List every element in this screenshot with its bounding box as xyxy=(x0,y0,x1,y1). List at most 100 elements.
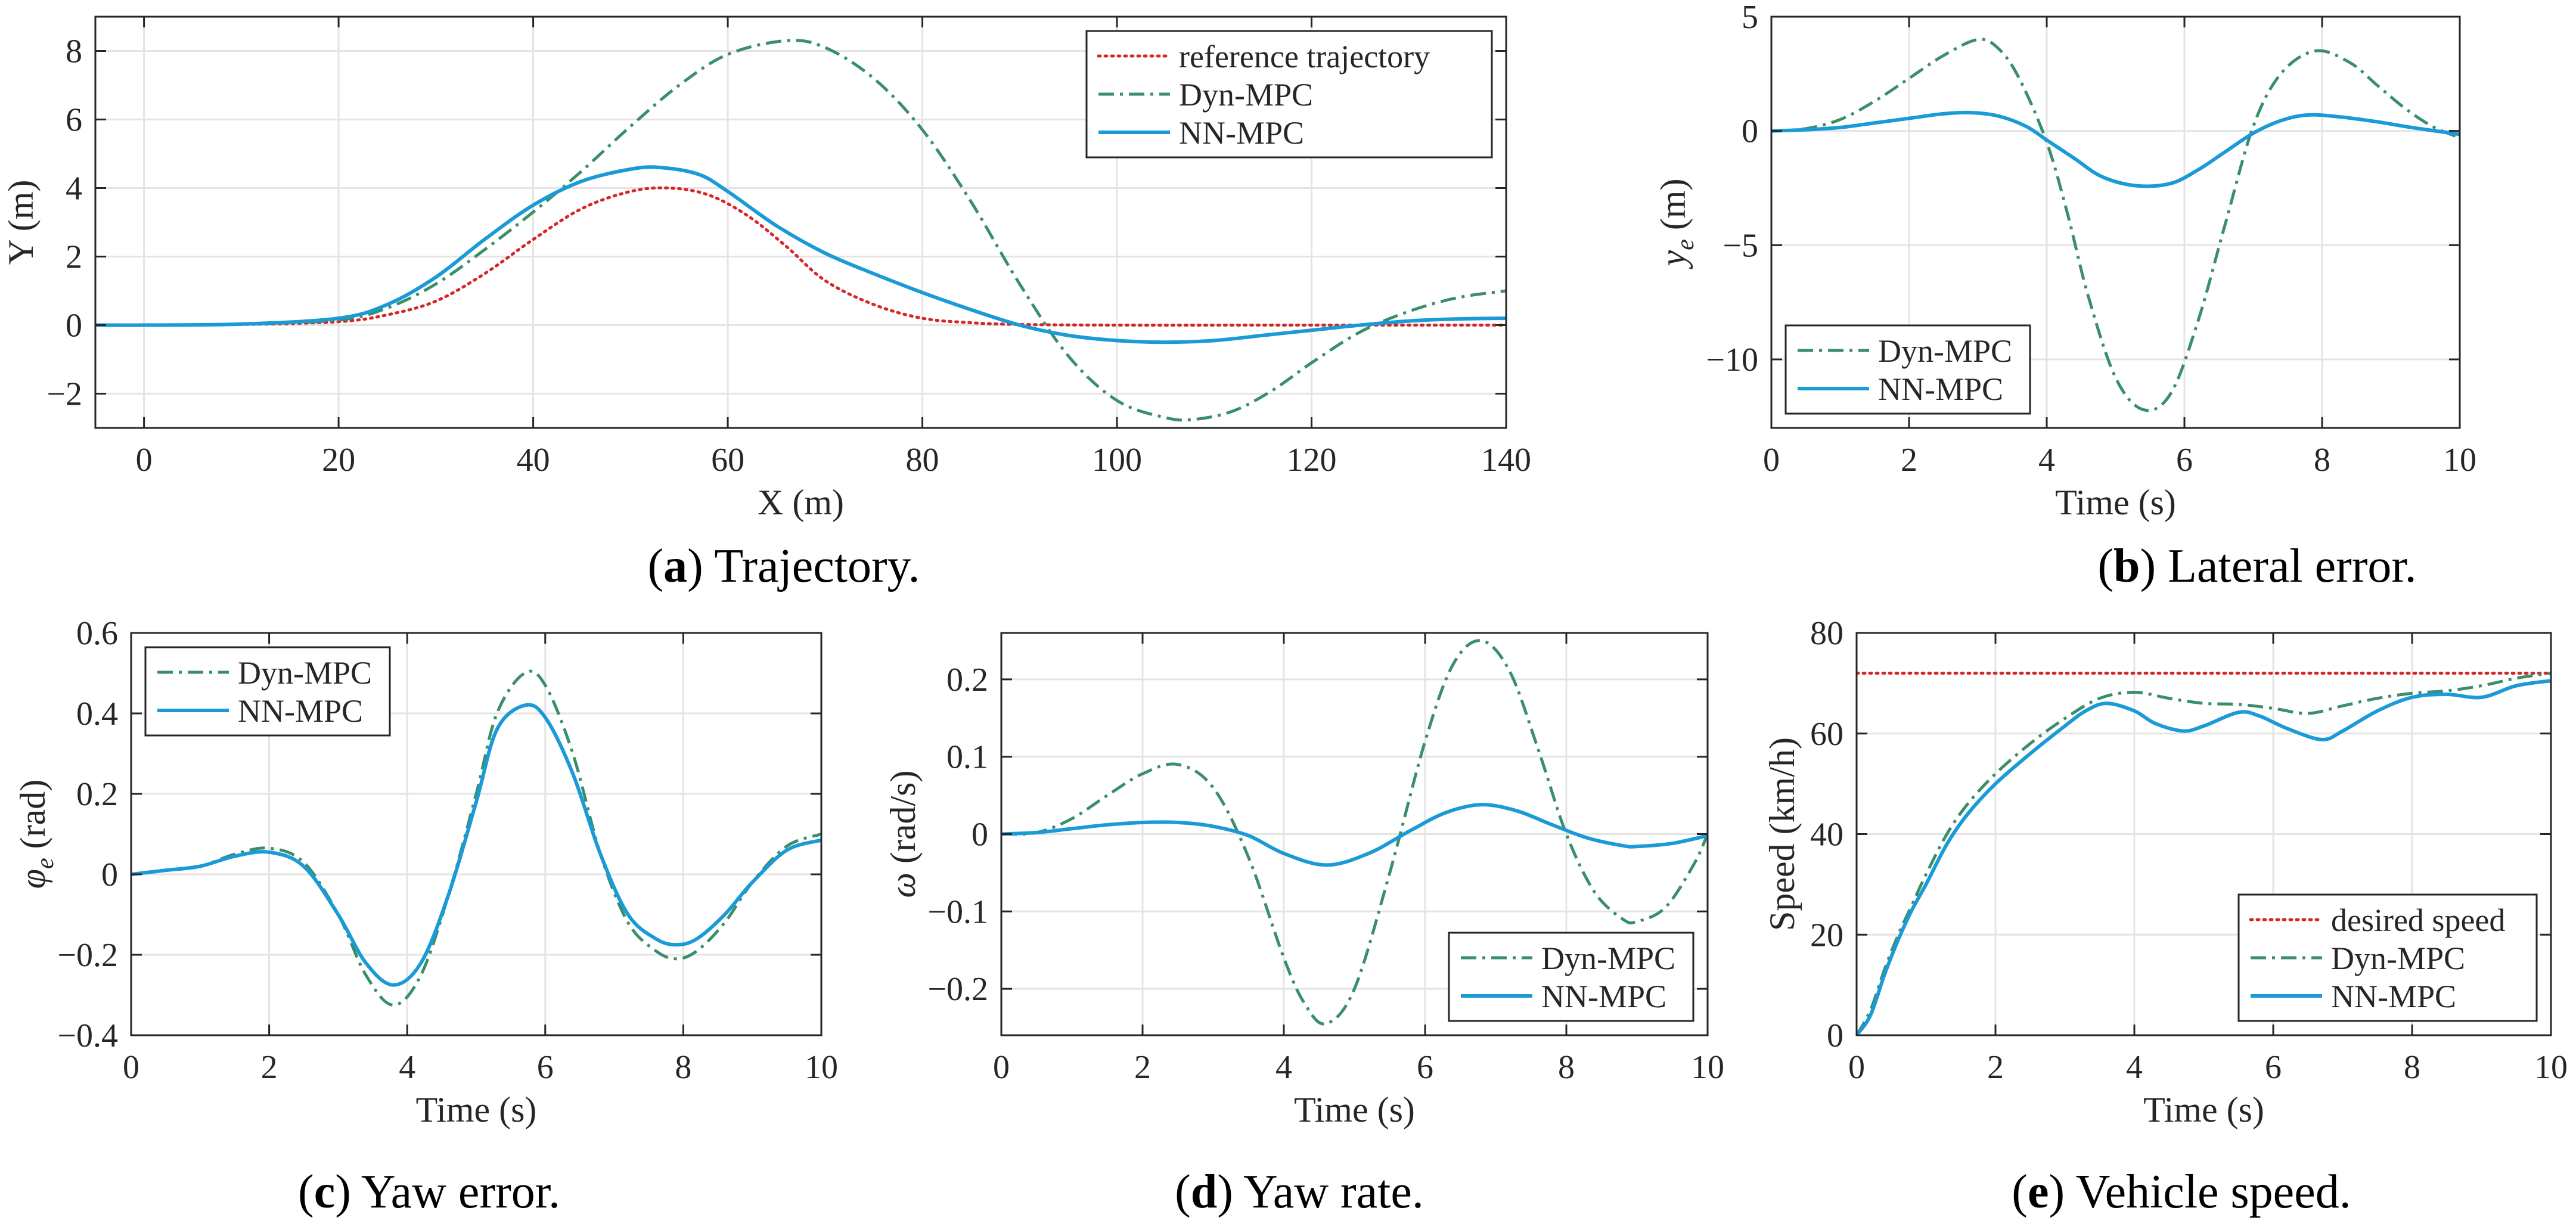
series-group xyxy=(1771,38,2460,412)
y-axis-label: φe (rad) xyxy=(13,780,59,889)
y-tick-label: 0.4 xyxy=(76,696,118,732)
x-tick-label: 4 xyxy=(2038,442,2055,479)
x-tick-label: 0 xyxy=(993,1049,1010,1086)
legend-label: NN-MPC xyxy=(1541,979,1666,1014)
series-line-dyn-mpc xyxy=(1771,38,2460,412)
legend-label: reference trajectory xyxy=(1179,39,1430,74)
x-tick-label: 100 xyxy=(1092,442,1142,479)
y-tick-label: 5 xyxy=(1742,0,1758,36)
plot-frame xyxy=(1770,15,2461,429)
y-tick-label: 0.1 xyxy=(946,739,988,776)
x-tick-label: 10 xyxy=(2443,442,2476,479)
x-tick-label: 80 xyxy=(906,442,939,479)
x-axis-label: X (m) xyxy=(758,483,844,522)
series-line-nn-mpc xyxy=(1001,803,1708,867)
legend-label: Dyn-MPC xyxy=(238,655,372,691)
series-line-nn-mpc xyxy=(131,703,821,987)
x-tick-label: 2 xyxy=(1901,442,1917,479)
caption-e: (e) Vehicle speed. xyxy=(2012,1166,2351,1218)
chart-a: 0 20 40 60 80 100 120 140 −2 0 2 4 6 8 X (m) Y (m) refer… xyxy=(1,15,1531,522)
x-axis-label: Time (s) xyxy=(2143,1090,2264,1129)
series-line-dyn-mpc xyxy=(131,669,821,1007)
y-tick-label: 60 xyxy=(1810,716,1843,753)
x-axis-label: Time (s) xyxy=(1294,1090,1415,1129)
legend-label: Dyn-MPC xyxy=(1878,333,2012,369)
x-tick-label: 8 xyxy=(2314,442,2330,479)
legend-label: Dyn-MPC xyxy=(1179,77,1313,113)
x-axis-label: Time (s) xyxy=(2055,483,2176,522)
y-tick-label: −0.2 xyxy=(57,937,118,974)
x-tick-label: 10 xyxy=(805,1049,838,1086)
x-tick-label: 20 xyxy=(322,442,355,479)
x-tick-label: 8 xyxy=(2404,1049,2420,1086)
caption-a: (a) Trajectory. xyxy=(647,540,920,592)
y-tick-label: −0.2 xyxy=(927,971,988,1008)
x-tick-label: 4 xyxy=(1275,1049,1292,1086)
y-tick-label: 4 xyxy=(66,170,82,207)
y-axis-label: Y (m) xyxy=(1,180,41,265)
y-tick-label: 0 xyxy=(101,856,118,893)
x-axis-label: Time (s) xyxy=(416,1090,537,1129)
x-tick-label: 60 xyxy=(711,442,744,479)
x-tick-label: 6 xyxy=(2176,442,2193,479)
y-tick-label: 40 xyxy=(1810,817,1843,853)
x-tick-label: 0 xyxy=(1763,442,1780,479)
series-line-reference-trajectory xyxy=(95,186,1506,327)
y-tick-label: −10 xyxy=(1706,342,1758,378)
x-tick-label: 10 xyxy=(2534,1049,2568,1086)
legend-box xyxy=(1784,324,2031,415)
y-tick-label: −5 xyxy=(1722,227,1758,264)
series-line-dyn-mpc xyxy=(95,39,1506,422)
x-tick-label: 2 xyxy=(1134,1049,1151,1086)
legend-label: NN-MPC xyxy=(2331,979,2456,1014)
x-tick-label: 6 xyxy=(2265,1049,2282,1086)
x-tick-label: 120 xyxy=(1287,442,1337,479)
legend-label: NN-MPC xyxy=(1179,115,1304,151)
y-tick-label: 80 xyxy=(1810,615,1843,652)
x-tick-label: 140 xyxy=(1481,442,1531,479)
series-line-nn-mpc xyxy=(95,165,1506,344)
x-tick-label: 6 xyxy=(537,1049,554,1086)
x-tick-label: 2 xyxy=(261,1049,278,1086)
chart-d: 0 2 4 6 8 10 −0.2 −0.1 0 0.1 0.2 Time (s) ω (rad/s) D… xyxy=(883,632,1724,1129)
series-line-nn-mpc xyxy=(1857,679,2551,1035)
chart-e: 0 2 4 6 8 10 0 20 40 60 80 Time (s) Speed (km/h) desi… xyxy=(1762,615,2568,1129)
series-group xyxy=(131,669,821,1007)
y-tick-label: 0.2 xyxy=(76,776,118,813)
legend-box xyxy=(144,646,391,737)
caption-b: (b) Lateral error. xyxy=(2097,540,2417,592)
y-tick-label: 0.2 xyxy=(946,662,988,699)
legend-label: NN-MPC xyxy=(238,693,363,729)
y-tick-label: 0.6 xyxy=(76,615,118,652)
y-axis-label: ye (m) xyxy=(1653,179,1699,270)
legend-label: Dyn-MPC xyxy=(1541,940,1675,976)
legend-label: Dyn-MPC xyxy=(2331,940,2465,976)
x-tick-label: 4 xyxy=(399,1049,415,1086)
legend-label: NN-MPC xyxy=(1878,371,2003,407)
legend-label: desired speed xyxy=(2331,902,2505,938)
series-line-dyn-mpc xyxy=(1857,672,2551,1035)
series-group xyxy=(1857,672,2551,1035)
x-tick-label: 0 xyxy=(136,442,153,479)
y-tick-label: −2 xyxy=(46,376,82,413)
x-tick-label: 40 xyxy=(517,442,550,479)
series-line-dyn-mpc xyxy=(1001,639,1708,1026)
plot-frame xyxy=(130,632,823,1036)
y-axis-label: Speed (km/h) xyxy=(1762,737,1802,931)
y-tick-label: 0 xyxy=(1827,1017,1843,1054)
caption-c: (c) Yaw error. xyxy=(298,1166,560,1218)
y-tick-label: 0 xyxy=(972,817,988,853)
y-tick-label: 20 xyxy=(1810,917,1843,954)
y-tick-label: 0 xyxy=(66,308,82,344)
legend-box xyxy=(1085,30,1493,159)
x-tick-label: 8 xyxy=(675,1049,691,1086)
y-tick-label: 0 xyxy=(1742,113,1758,150)
x-tick-label: 0 xyxy=(1848,1049,1865,1086)
x-tick-label: 2 xyxy=(1987,1049,2004,1086)
y-tick-label: −0.1 xyxy=(927,893,988,930)
x-tick-label: 10 xyxy=(1691,1049,1724,1086)
